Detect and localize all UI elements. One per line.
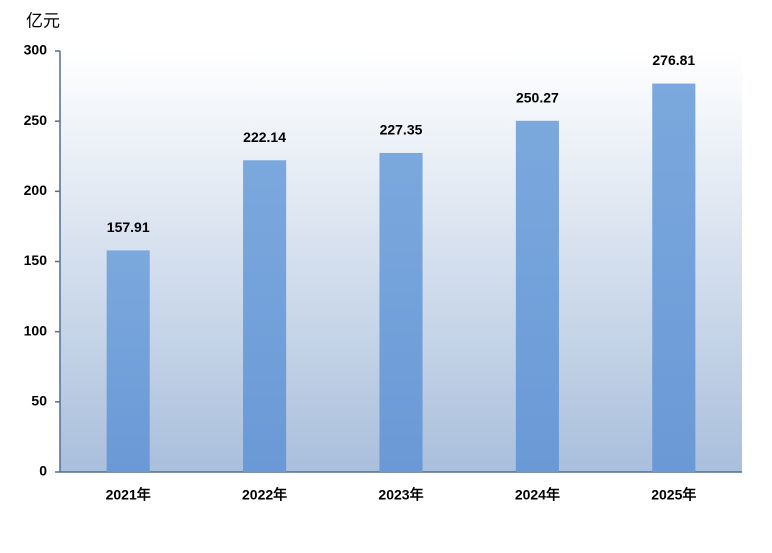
bar (652, 83, 696, 472)
y-tick-label: 250 (24, 112, 48, 128)
x-tick-label: 2025年 (651, 487, 696, 503)
bar (106, 250, 150, 472)
y-tick-label: 100 (24, 322, 48, 338)
x-tick-label: 2021年 (106, 487, 151, 503)
value-label: 227.35 (380, 122, 423, 138)
value-label: 222.14 (243, 129, 286, 145)
x-tick-label: 2022年 (242, 487, 287, 503)
bar (379, 152, 423, 473)
value-label: 157.91 (107, 219, 150, 235)
y-tick-label: 50 (31, 393, 47, 409)
x-tick-label: 2024年 (515, 487, 560, 503)
bar (515, 120, 559, 472)
x-tick-label: 2023年 (378, 487, 423, 503)
bar (243, 160, 287, 472)
value-label: 276.81 (652, 52, 695, 68)
y-tick-label: 300 (24, 42, 48, 58)
value-label: 250.27 (516, 89, 559, 105)
y-axis-label: 亿元 (26, 11, 60, 30)
y-tick-label: 150 (24, 252, 48, 268)
y-tick-label: 200 (24, 182, 48, 198)
y-tick-label: 0 (39, 463, 47, 479)
